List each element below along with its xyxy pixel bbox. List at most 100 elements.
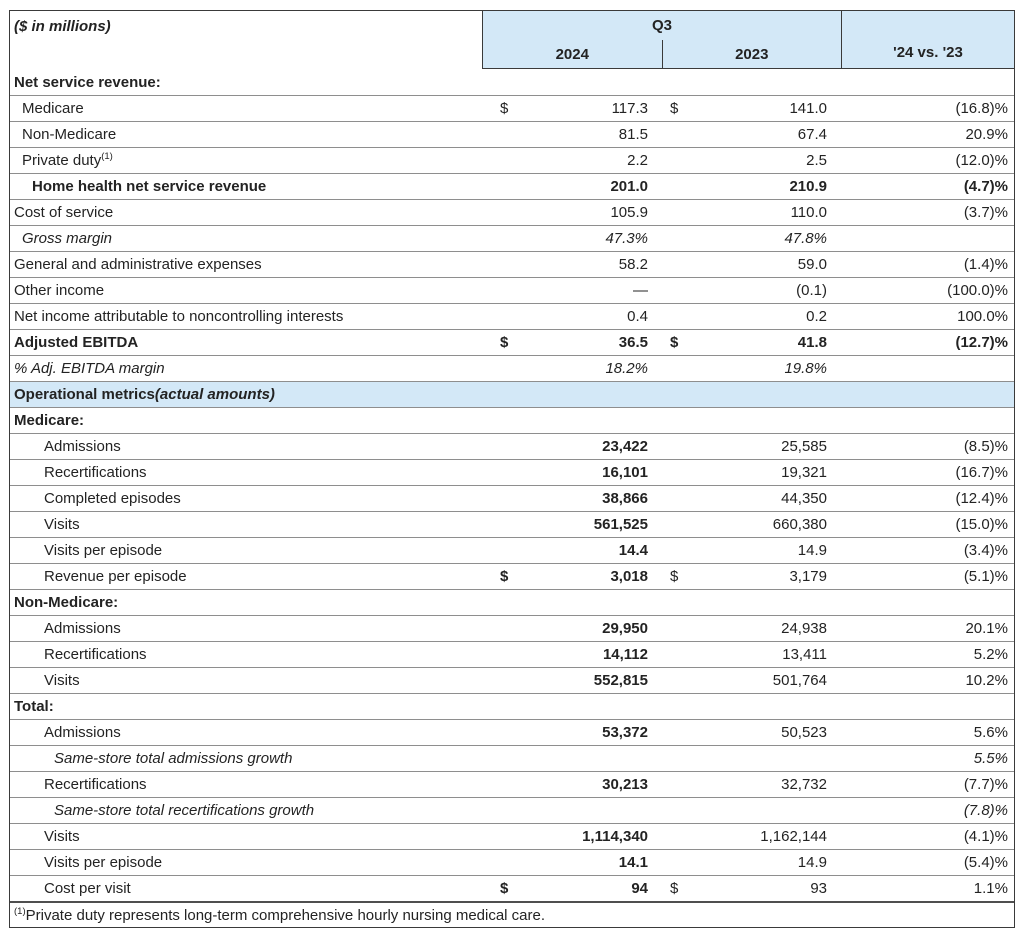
value-change: (12.4)% (841, 486, 1014, 511)
value-change: (4.7)% (841, 174, 1014, 199)
value-2024-text: 30,213 (602, 776, 648, 793)
value-2023-text: 50,523 (781, 724, 827, 741)
value-2023-text: 660,380 (772, 516, 827, 533)
row-label: Total: (10, 694, 482, 719)
value-2024: — (482, 278, 662, 303)
row-label-text: Adjusted EBITDA (14, 334, 139, 351)
value-2023: 14.9 (662, 538, 841, 563)
value-2023: 110.0 (662, 200, 841, 225)
value-2024-text: 14,112 (602, 646, 648, 663)
row-label: Gross margin (10, 226, 482, 251)
value-2024 (482, 69, 662, 95)
value-2023-text: 19.8% (784, 360, 827, 377)
row-label-text: Recertifications (44, 646, 147, 663)
value-2024-text: 2.2 (627, 152, 648, 169)
value-2023-text: 67.4 (797, 126, 827, 143)
row-label: Admissions (10, 616, 482, 641)
value-2024: 58.2 (482, 252, 662, 277)
value-2024: 201.0 (482, 174, 662, 199)
value-change: (12.7)% (841, 330, 1014, 355)
value-change-text: (7.7)% (963, 776, 1008, 793)
table-row: Recertifications 16,101 19,321 (16.7)% (10, 459, 1014, 485)
value-2023: 32,732 (662, 772, 841, 797)
value-change-text: (3.4)% (963, 542, 1008, 559)
value-change: (12.0)% (841, 148, 1014, 173)
value-2023: 67.4 (662, 122, 841, 147)
value-change: (3.7)% (841, 200, 1014, 225)
row-label-text: Operational metrics (14, 386, 155, 403)
value-2023: 660,380 (662, 512, 841, 537)
table-header: ($ in millions) Q3 2024 2023 '24 vs. '23 (10, 11, 1014, 69)
value-2024: 14.1 (482, 850, 662, 875)
value-2024: 14.4 (482, 538, 662, 563)
row-label-text: Visits (44, 516, 80, 533)
value-2024-text: 29,950 (602, 620, 648, 637)
row-label: Admissions (10, 720, 482, 745)
value-2023-text: 3,179 (789, 568, 827, 585)
table-row: Gross margin 47.3% 47.8% (10, 225, 1014, 251)
value-2023: 19.8% (662, 356, 841, 381)
value-change: (16.7)% (841, 460, 1014, 485)
table-row: Same-store total recertifications growth… (10, 797, 1014, 823)
value-change-text: (1.4)% (963, 256, 1008, 273)
value-2024-text: 0.4 (627, 308, 648, 325)
value-change-text: 20.1% (965, 620, 1008, 637)
year-headers: 2024 2023 (483, 40, 841, 68)
row-label-text: Revenue per episode (44, 568, 187, 585)
value-2024-text: 18.2% (605, 360, 648, 377)
value-change (841, 356, 1014, 381)
value-2023: 1,162,144 (662, 824, 841, 849)
row-label: Same-store total admissions growth (10, 746, 482, 771)
value-change-text: (5.4)% (963, 854, 1008, 871)
section-header-row: Operational metrics (actual amounts) (10, 381, 1014, 407)
value-2024-text: — (633, 282, 648, 299)
row-label: Visits (10, 824, 482, 849)
value-2023-text: 47.8% (784, 230, 827, 247)
value-change-text: (8.5)% (963, 438, 1008, 455)
value-2024: $3,018 (482, 564, 662, 589)
value-2023-text: 141.0 (789, 100, 827, 117)
value-2024 (482, 694, 662, 719)
value-2023-text: 210.9 (789, 178, 827, 195)
value-2024: 23,422 (482, 434, 662, 459)
row-label: Visits per episode (10, 850, 482, 875)
value-2024: 0.4 (482, 304, 662, 329)
value-change-text: (12.7)% (955, 334, 1008, 351)
value-2024: 2.2 (482, 148, 662, 173)
row-label: Net service revenue: (10, 69, 482, 95)
financial-results-table: ($ in millions) Q3 2024 2023 '24 vs. '23… (9, 10, 1015, 928)
value-2024: 105.9 (482, 200, 662, 225)
row-label-text: Visits per episode (44, 854, 163, 871)
value-2024-text: 36.5 (618, 334, 648, 351)
value-2023-text: 44,350 (781, 490, 827, 507)
row-label: Revenue per episode (10, 564, 482, 589)
row-label-text: Admissions (44, 438, 121, 455)
value-2023: 14.9 (662, 850, 841, 875)
value-2024-text: 552,815 (593, 672, 648, 689)
value-2023-text: 14.9 (797, 542, 827, 559)
row-label-text: Gross margin (22, 230, 113, 247)
table-row: Visits 1,114,340 1,162,144 (4.1)% (10, 823, 1014, 849)
value-2024 (482, 798, 662, 823)
value-2023 (662, 694, 841, 719)
value-change-text: 5.5% (973, 750, 1008, 767)
value-2023-text: 13,411 (782, 646, 827, 663)
value-2023: $41.8 (662, 330, 841, 355)
value-2024: 561,525 (482, 512, 662, 537)
value-2023-text: 2.5 (806, 152, 827, 169)
table-row: Visits 561,525 660,380 (15.0)% (10, 511, 1014, 537)
row-label: Medicare (10, 96, 482, 121)
value-change (841, 408, 1014, 433)
row-label-text: Non-Medicare: (14, 594, 119, 611)
value-change-text: (12.0)% (955, 152, 1008, 169)
row-label: Adjusted EBITDA (10, 330, 482, 355)
row-label: Non-Medicare: (10, 590, 482, 615)
value-2023: (0.1) (662, 278, 841, 303)
row-label: Visits per episode (10, 538, 482, 563)
row-label-text: Visits (44, 672, 80, 689)
dollar-sign: $ (500, 880, 509, 897)
dollar-sign: $ (500, 334, 509, 351)
table-row: Home health net service revenue 201.0 210.… (10, 173, 1014, 199)
row-label-text: Non-Medicare (22, 126, 117, 143)
value-2024 (482, 590, 662, 615)
